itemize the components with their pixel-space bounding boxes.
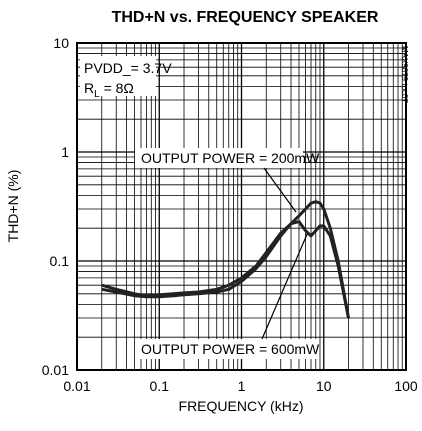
chart-title: THD+N vs. FREQUENCY SPEAKER [112,9,379,26]
annotation-200mw: OUTPUT POWER = 200mW [141,150,320,166]
rl-label: RL = 8Ω [84,80,134,100]
annotation-200mw-bg [135,148,303,168]
annotation-600mw: OUTPUT POWER = 600mW [141,341,320,357]
conditions-box [80,56,156,96]
y-axis-label: THD+N (%) [5,170,21,243]
annotation-200mw-pointer [263,167,297,213]
series-line-1 [101,200,350,319]
grid [77,43,406,370]
rl-prefix: R [84,80,94,96]
y-tick-label: 0.01 [42,362,69,378]
x-tick-label: 0.1 [150,378,170,394]
annotation-600mw-pointer [261,231,309,340]
x-tick-label: 1 [238,378,246,394]
y-tick-label: 1 [61,144,69,160]
plot-frame [76,42,407,371]
y-tick-label: 0.1 [50,253,70,269]
rl-value: = 8Ω [100,80,134,96]
series-group [101,200,350,319]
y-tick-labels: 10 1 0.1 0.01 [42,35,69,378]
x-tick-label: 10 [316,378,332,394]
rl-subscript: L [94,89,100,100]
annotation-600mw-bg [135,339,317,359]
x-tick-labels: 0.01 0.1 1 10 100 [63,378,418,394]
x-tick-label: 0.01 [63,378,90,394]
series-line-2 [101,220,350,319]
x-tick-label: 100 [394,378,418,394]
pvdd-label: PVDD_= 3.7V [84,60,172,76]
x-axis-label: FREQUENCY (kHz) [179,398,304,414]
y-tick-label: 10 [53,35,69,51]
side-code: MAX9879 toc07 [400,46,409,103]
